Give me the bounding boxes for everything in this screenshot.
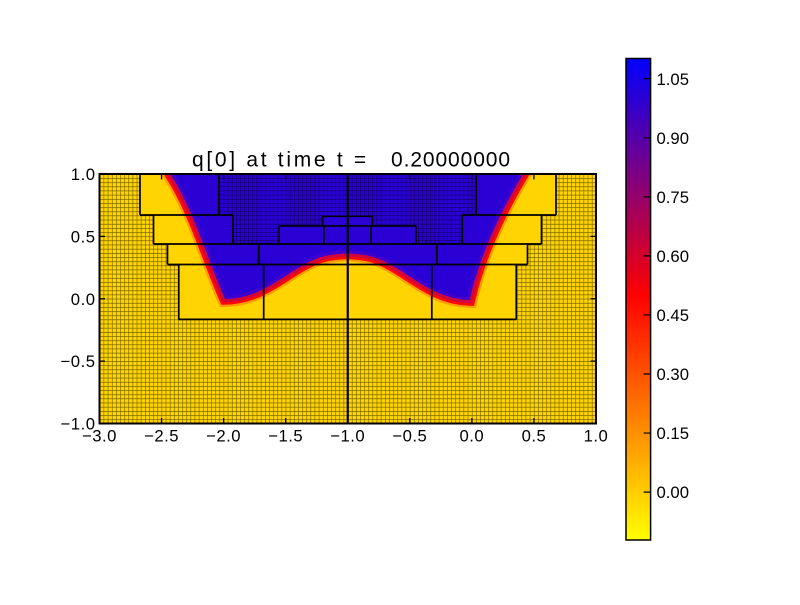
svg-text:q[0] at time t =: q[0] at time t = [192, 149, 369, 172]
svg-text:−2.5: −2.5 [144, 426, 179, 445]
svg-text:0.30: 0.30 [657, 365, 689, 384]
svg-text:0.15: 0.15 [657, 424, 689, 443]
svg-text:0.20000000: 0.20000000 [391, 149, 511, 172]
svg-text:0.0: 0.0 [71, 290, 96, 309]
svg-text:−0.5: −0.5 [392, 426, 427, 445]
svg-text:0.45: 0.45 [657, 306, 689, 325]
svg-text:1.05: 1.05 [657, 70, 689, 89]
svg-text:−1.0: −1.0 [330, 426, 365, 445]
svg-text:0.75: 0.75 [657, 188, 689, 207]
svg-text:0.90: 0.90 [657, 129, 689, 148]
svg-text:−1.0: −1.0 [61, 415, 96, 434]
svg-text:−3.0: −3.0 [82, 426, 117, 445]
svg-text:0.5: 0.5 [71, 227, 96, 246]
svg-text:1.0: 1.0 [584, 426, 609, 445]
svg-text:0.00: 0.00 [657, 483, 689, 502]
svg-text:1.0: 1.0 [71, 165, 96, 184]
svg-text:0.5: 0.5 [522, 426, 547, 445]
svg-text:−1.5: −1.5 [268, 426, 303, 445]
svg-text:−2.0: −2.0 [206, 426, 241, 445]
svg-text:0.0: 0.0 [460, 426, 485, 445]
svg-text:0.60: 0.60 [657, 247, 689, 266]
svg-text:−0.5: −0.5 [61, 352, 96, 371]
